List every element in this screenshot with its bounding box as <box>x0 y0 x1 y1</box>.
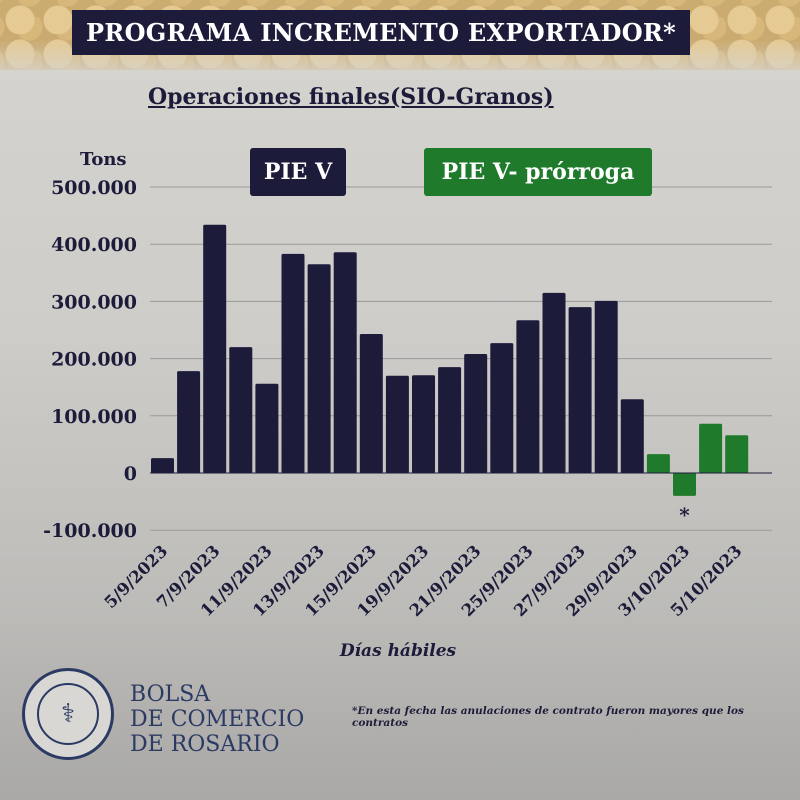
y-tick-label: 100.000 <box>51 406 137 428</box>
y-axis-label: Tons <box>80 149 127 170</box>
bar <box>151 458 174 473</box>
bcr-logo: ⚕ <box>22 668 114 760</box>
bar <box>699 423 723 473</box>
org-line1: BOLSA <box>130 682 211 707</box>
legend-pie-v: PIE V <box>250 148 346 196</box>
bar <box>646 454 670 473</box>
bar <box>568 307 592 473</box>
y-tick-label: 200.000 <box>51 349 137 371</box>
chart-subtitle: Operaciones finales(SIO-Granos) <box>148 84 554 110</box>
y-tick-label: 400.000 <box>51 234 137 256</box>
x-axis-label: Días hábiles <box>339 641 457 661</box>
bar <box>542 292 566 473</box>
bar <box>203 224 227 473</box>
org-line2: DE COMERCIO <box>130 707 305 732</box>
bar <box>673 473 696 496</box>
bar <box>229 347 253 473</box>
bar <box>359 334 383 473</box>
y-tick-label: 0 <box>124 463 137 485</box>
bar <box>307 264 331 473</box>
organization-name: BOLSA DE COMERCIO DE ROSARIO <box>130 682 304 757</box>
bar <box>281 253 305 473</box>
footnote: *En esta fecha las anulaciones de contra… <box>352 705 744 729</box>
bar <box>412 375 435 473</box>
bar <box>490 343 514 473</box>
y-tick-label: -100.000 <box>43 520 137 542</box>
y-tick-label: 300.000 <box>51 291 137 313</box>
bar <box>333 252 357 473</box>
bar <box>620 399 644 473</box>
bar <box>516 320 540 473</box>
bar <box>255 383 279 473</box>
caduceus-icon: ⚕ <box>37 683 99 745</box>
annotation-asterisk: * <box>679 503 690 527</box>
bar <box>464 354 488 473</box>
legend-pie-v-prorroga: PIE V- prórroga <box>424 148 652 196</box>
bar <box>725 435 749 473</box>
bar <box>438 367 462 473</box>
bar <box>594 300 618 473</box>
bar <box>385 375 409 473</box>
org-line3: DE ROSARIO <box>130 732 280 757</box>
page-title: PROGRAMA INCREMENTO EXPORTADOR* <box>72 10 690 55</box>
y-tick-label: 500.000 <box>51 177 137 199</box>
bar <box>177 371 201 473</box>
